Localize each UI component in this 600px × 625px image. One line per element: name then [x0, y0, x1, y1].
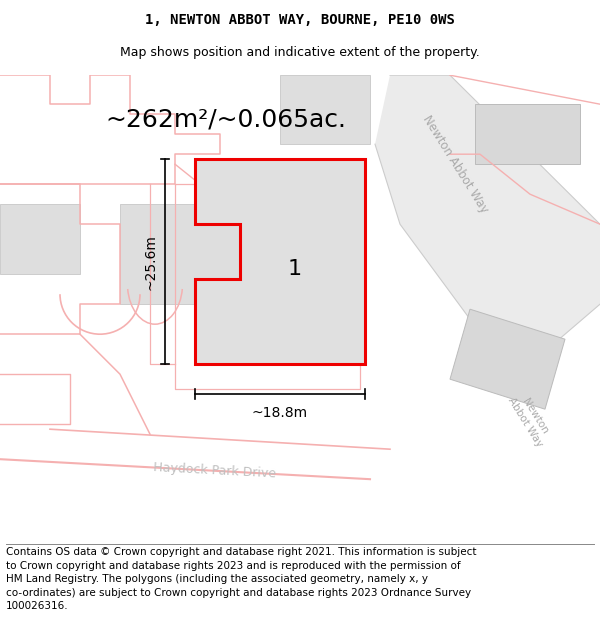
Text: ~18.8m: ~18.8m: [252, 406, 308, 420]
Text: Contains OS data © Crown copyright and database right 2021. This information is : Contains OS data © Crown copyright and d…: [6, 547, 476, 611]
Text: Newton
Abbot Way: Newton Abbot Way: [506, 389, 554, 449]
Polygon shape: [195, 159, 365, 364]
Text: Haydock Park Drive: Haydock Park Drive: [154, 461, 277, 481]
Text: Newton Abbot Way: Newton Abbot Way: [419, 113, 490, 216]
Text: Map shows position and indicative extent of the property.: Map shows position and indicative extent…: [120, 46, 480, 59]
Polygon shape: [280, 75, 370, 144]
Polygon shape: [375, 75, 600, 364]
Text: 1: 1: [288, 259, 302, 279]
Text: ~25.6m: ~25.6m: [144, 234, 158, 289]
Polygon shape: [475, 104, 580, 164]
Text: 1, NEWTON ABBOT WAY, BOURNE, PE10 0WS: 1, NEWTON ABBOT WAY, BOURNE, PE10 0WS: [145, 13, 455, 27]
Polygon shape: [0, 204, 80, 274]
Polygon shape: [450, 309, 565, 409]
Text: ~262m²/~0.065ac.: ~262m²/~0.065ac.: [105, 107, 346, 131]
Polygon shape: [120, 204, 290, 304]
